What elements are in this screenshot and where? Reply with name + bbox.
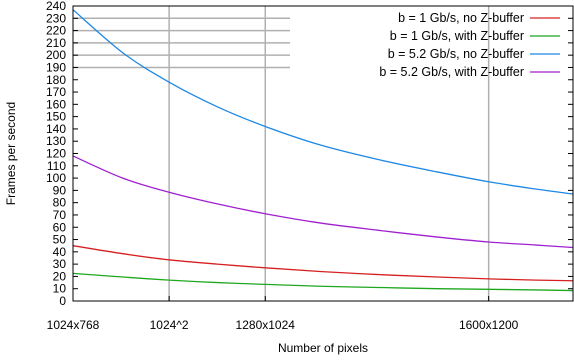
legend-label: b = 5.2 Gb/s, no Z-buffer <box>388 47 524 61</box>
y-tick-label: 210 <box>46 36 66 50</box>
y-tick-label: 10 <box>53 282 67 296</box>
y-tick-label: 130 <box>46 134 66 148</box>
y-tick-label: 190 <box>46 60 66 74</box>
y-tick-label: 180 <box>46 73 66 87</box>
legend-label: b = 5.2 Gb/s, with Z-buffer <box>379 65 524 79</box>
y-tick-label: 40 <box>53 245 67 259</box>
y-tick-label: 50 <box>53 233 67 247</box>
y-tick-label: 150 <box>46 110 66 124</box>
axis-ticks: 1024x768 1024^2 1280x1024 1600x1200 01020304… <box>46 0 573 332</box>
y-tick-label: 70 <box>53 208 67 222</box>
y-tick-label: 230 <box>46 11 66 25</box>
y-tick-label: 30 <box>53 257 67 271</box>
y-tick-label: 140 <box>46 122 66 136</box>
series-line-1 <box>72 245 574 282</box>
x-tick-label: 1024^2 <box>150 318 189 332</box>
y-tick-label: 120 <box>46 147 66 161</box>
series-lines <box>72 9 574 292</box>
x-tick-label: 1600x1200 <box>459 318 519 332</box>
legend-label: b = 1 Gb/s, no Z-buffer <box>398 11 524 25</box>
y-tick-label: 100 <box>46 171 66 185</box>
y-tick-label: 20 <box>53 269 67 283</box>
series-line-3 <box>72 9 574 195</box>
legend-label: b = 1 Gb/s, with Z-buffer <box>390 29 524 43</box>
y-tick-label: 90 <box>53 183 67 197</box>
grid-lines <box>73 6 490 301</box>
y-tick-label: 80 <box>53 196 67 210</box>
x-axis-title: Number of pixels <box>278 341 368 355</box>
y-tick-label: 240 <box>46 0 66 13</box>
y-tick-label: 0 <box>59 294 66 308</box>
series-line-2 <box>72 272 574 292</box>
legend: b = 1 Gb/s, no Z-buffer b = 1 Gb/s, with … <box>379 11 560 79</box>
y-tick-label: 60 <box>53 220 67 234</box>
series-line-4 <box>72 155 574 249</box>
y-tick-label: 110 <box>47 159 66 173</box>
y-tick-label: 220 <box>46 24 66 38</box>
x-tick-label: 1280x1024 <box>236 318 296 332</box>
x-tick-label: 1024x768 <box>47 318 100 332</box>
y-tick-label: 200 <box>46 48 66 62</box>
y-tick-label: 170 <box>46 85 66 99</box>
y-axis-title: Frames per second <box>4 102 18 205</box>
y-tick-label: 160 <box>46 97 66 111</box>
